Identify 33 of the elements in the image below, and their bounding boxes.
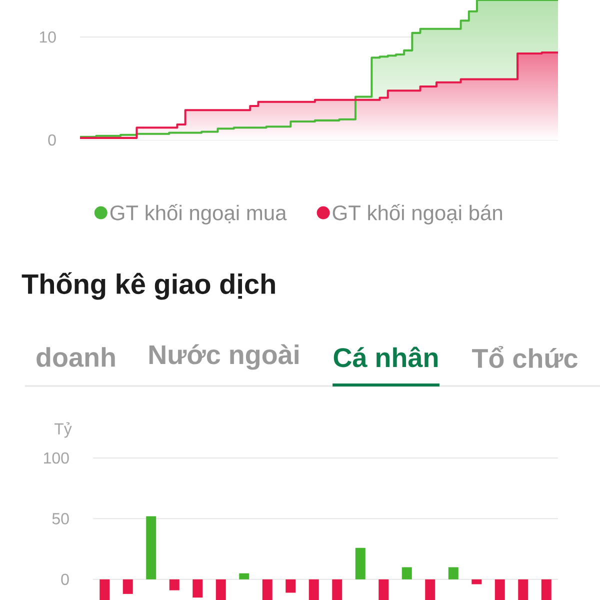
legend-label: GT khối ngoại mua <box>110 204 287 224</box>
bar <box>494 579 505 600</box>
bar <box>378 579 389 600</box>
y-tick-label: 100 <box>44 452 69 464</box>
bar <box>169 579 180 590</box>
text: Cá nhân <box>334 346 438 368</box>
bar <box>541 579 552 600</box>
bar <box>308 579 319 600</box>
chart-title: Thống kê giao dịch <box>22 272 275 300</box>
y-tick-label: 0 <box>48 134 56 146</box>
y-tick-label: 0 <box>61 574 69 586</box>
text: Nước ngoài <box>149 344 298 370</box>
bar <box>472 579 482 584</box>
legend-label: GT khối ngoại bán <box>332 204 502 224</box>
text: doanh <box>36 347 115 367</box>
bar <box>425 579 436 600</box>
bar <box>355 548 366 580</box>
bar <box>192 579 203 598</box>
bar <box>332 579 342 600</box>
y-tick-label: 50 <box>52 513 69 524</box>
bar <box>402 567 412 580</box>
bar <box>122 579 133 594</box>
bar <box>262 579 272 600</box>
text: Tổ chức <box>472 346 578 368</box>
bar <box>239 573 250 580</box>
bar <box>216 579 226 600</box>
bar <box>448 567 458 580</box>
y-axis-title: Tỷ <box>54 422 72 438</box>
bar <box>518 579 528 600</box>
y-tick-label: 10 <box>40 31 56 43</box>
bar <box>286 579 296 593</box>
bar <box>100 579 110 600</box>
bar <box>146 516 156 580</box>
